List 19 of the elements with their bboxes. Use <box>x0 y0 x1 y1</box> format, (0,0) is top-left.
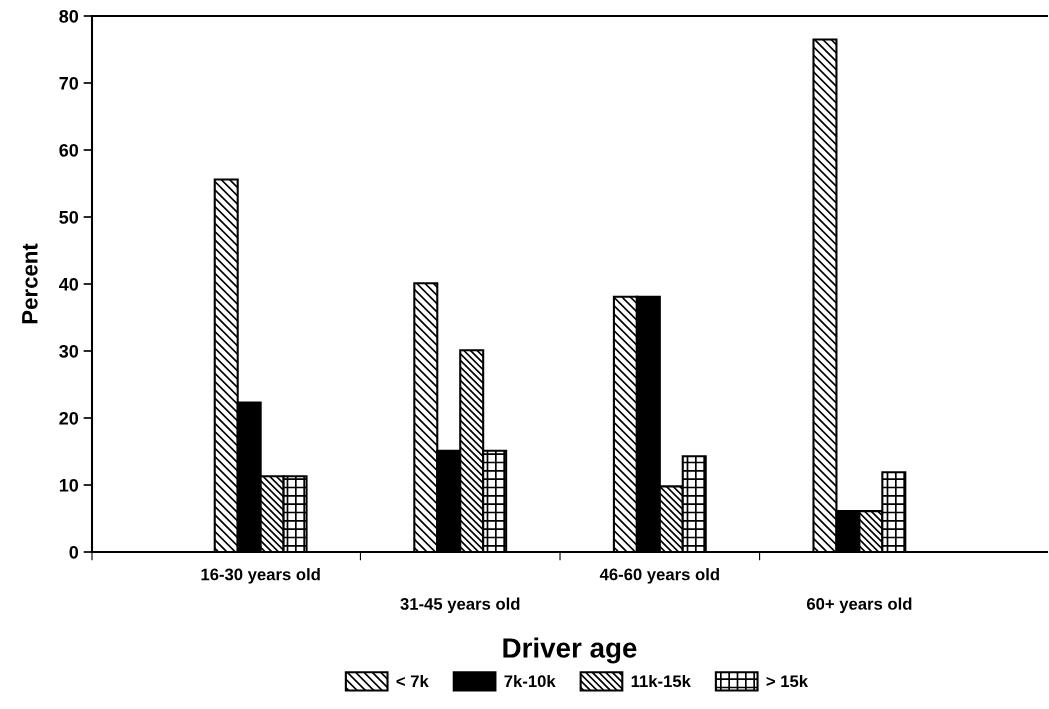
y-tick-label: 20 <box>59 411 79 425</box>
y-tick-label: 40 <box>59 277 79 291</box>
y-tick-label: 30 <box>59 344 79 358</box>
y-tick-label: 80 <box>59 9 79 23</box>
legend-label: 7k-10k <box>504 674 556 688</box>
legend-label: 11k-15k <box>631 674 691 688</box>
x-axis-title: Driver age <box>503 637 637 664</box>
y-tick-label: 70 <box>59 76 79 90</box>
y-tick-label: 0 <box>69 545 79 559</box>
x-tick-label: 60+ years old <box>806 597 912 614</box>
legend-label: > 15k <box>766 674 809 688</box>
x-tick-label: 31-45 years old <box>400 597 520 614</box>
y-tick-label: 60 <box>59 143 79 157</box>
legend-label: < 7k <box>396 674 429 687</box>
x-tick-label: 16-30 years old <box>201 568 320 584</box>
y-tick-label: 50 <box>59 210 79 224</box>
y-tick-label: 10 <box>59 478 79 492</box>
x-tick-label: 46-60 years old <box>599 568 719 584</box>
y-axis-title: Percent <box>22 243 38 324</box>
